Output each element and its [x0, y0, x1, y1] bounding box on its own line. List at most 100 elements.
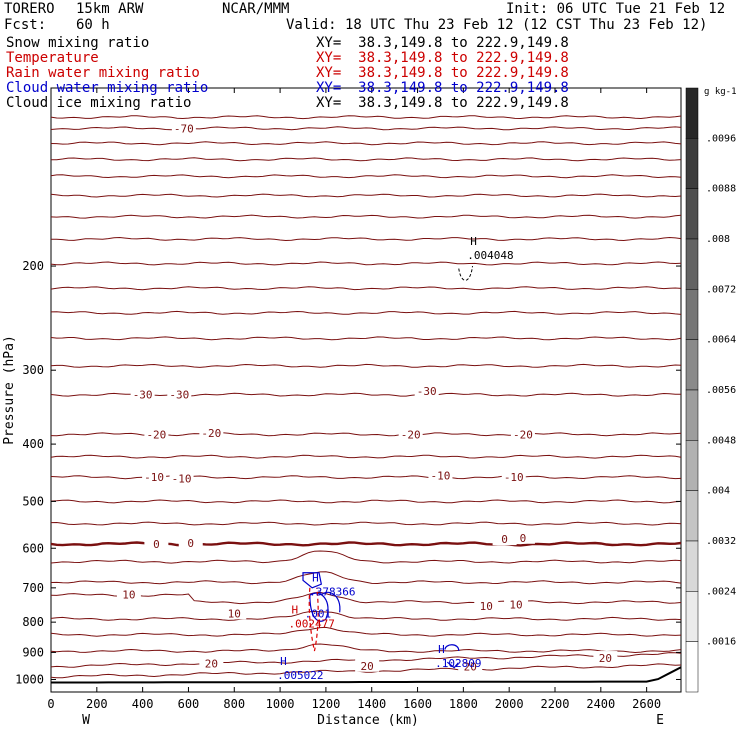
temperature-contour-label: 0	[520, 532, 527, 545]
isotherm-line	[50, 193, 682, 198]
temperature-contour-label: -30	[417, 385, 437, 398]
init-time: Init: 06 UTC Tue 21 Feb 12	[506, 1, 726, 17]
field-temperature-xy: XY= 38.3,149.8 to 222.9,149.8	[316, 50, 569, 66]
maximum-value: .004048	[467, 249, 513, 262]
label-background	[142, 470, 167, 484]
x-tick-label: 600	[178, 697, 200, 711]
label-background	[414, 383, 439, 397]
x-axis-right-end: E	[656, 713, 664, 728]
isotherm-line	[50, 236, 682, 242]
label-background	[510, 530, 535, 544]
colorbar-swatch	[685, 138, 699, 189]
temperature-contour-label: 0	[501, 533, 508, 546]
maximum-marker: H	[438, 643, 445, 656]
temperature-contour-label: 20	[599, 652, 612, 665]
organization: NCAR/MMM	[222, 1, 290, 17]
colorbar-swatch	[685, 339, 699, 391]
label-background	[428, 468, 453, 482]
colorbar-tick-label: .0056	[706, 385, 736, 396]
colorbar-tick-label: .0088	[706, 184, 736, 195]
temperature-contour-label: -70	[174, 122, 194, 135]
colorbar-swatch	[685, 389, 699, 441]
model-name: TORERO	[4, 1, 55, 17]
y-tick-label: 400	[22, 437, 44, 451]
maximum-value: .102809	[435, 657, 481, 670]
x-tick-label: 2000	[495, 697, 524, 711]
isotherm-line	[50, 126, 682, 131]
colorbar-tick-label: .0032	[706, 536, 736, 547]
colorbar-swatch	[685, 440, 699, 491]
label-background	[167, 387, 192, 401]
temperature-contour-label: -20	[201, 427, 221, 440]
plot-area	[50, 87, 682, 693]
label-background	[492, 532, 517, 546]
isotherm-line	[50, 550, 682, 564]
temperature-contour-label: -20	[401, 428, 421, 441]
isotherm-line	[50, 610, 682, 621]
y-axis-label: Pressure (hPa)	[2, 335, 17, 445]
isotherm-line	[50, 392, 681, 397]
x-tick-label: 0	[47, 697, 54, 711]
temperature-contour-label: 10	[509, 599, 522, 612]
maximum-marker: H	[470, 235, 477, 248]
isotherm-line	[50, 157, 682, 162]
x-tick-label: 200	[86, 697, 108, 711]
temperature-contour-label: -10	[504, 471, 524, 484]
temperature-contour-label: 10	[228, 607, 241, 620]
y-tick-label: 600	[22, 541, 44, 555]
temperature-contour-label: -20	[513, 428, 533, 441]
field-rain-name: Rain water mixing ratio	[6, 65, 200, 81]
cloud-water-contour	[309, 592, 329, 622]
cloud-water-contour	[320, 591, 341, 613]
x-tick-label: 1800	[449, 697, 478, 711]
isotherm-line	[50, 214, 682, 219]
label-background	[504, 597, 529, 611]
label-background	[178, 536, 203, 550]
label-background	[199, 656, 224, 670]
x-tick-label: 1400	[357, 697, 386, 711]
label-background	[355, 658, 380, 672]
isotherm-line	[50, 499, 682, 504]
rain-water-contour	[308, 587, 319, 652]
label-background	[199, 425, 224, 439]
field-cloud-water-xy: XY= 38.3,149.8 to 222.9,149.8	[316, 80, 569, 96]
colorbar-tick-label: .0064	[706, 335, 736, 346]
temperature-contour-label: 0	[153, 538, 160, 551]
isotherm-line	[50, 310, 682, 315]
x-tick-label: 1000	[266, 697, 295, 711]
temperature-contour-label: -10	[144, 471, 164, 484]
label-background	[510, 427, 535, 441]
x-tick-label: 2200	[541, 697, 570, 711]
isotherm-line	[50, 261, 682, 266]
maximum-marker: H	[312, 572, 319, 585]
temperature-contour-label: 10	[480, 600, 493, 613]
isotherm-line	[50, 141, 682, 146]
isotherm-line	[50, 115, 682, 120]
isotherm-line	[50, 591, 682, 605]
contour-labels: -70-30 -30 -30-20 -20 -20 -20-10 -10 -10 -100 0 0 0…	[116, 121, 618, 673]
y-tick-label: 800	[22, 615, 44, 629]
isotherm-line	[50, 454, 682, 459]
colorbar-swatch	[685, 641, 699, 693]
temperature-contour-label: 20	[205, 658, 218, 671]
snow-contour	[458, 265, 474, 281]
temperature-contour-label: 20	[464, 660, 477, 673]
x-tick-label: 2600	[632, 697, 661, 711]
temperature-contour-label: 20	[361, 660, 374, 673]
x-tick-label: 400	[132, 697, 154, 711]
label-background	[458, 659, 483, 673]
temperature-contour-label: -30	[169, 389, 189, 402]
isotherm-line	[50, 626, 682, 637]
label-background	[222, 606, 247, 620]
maximum-value: .005022	[277, 669, 323, 682]
label-background	[474, 598, 499, 612]
label-background	[130, 387, 155, 401]
label-background	[169, 471, 194, 485]
valid-time: Valid: 18 UTC Thu 23 Feb 12 (12 CST Thu …	[286, 17, 708, 33]
field-rain-xy: XY= 38.3,149.8 to 222.9,149.8	[316, 65, 569, 81]
colorbar-swatch	[685, 591, 699, 642]
cloud-water-contour	[446, 661, 460, 669]
x-tick-label: 800	[223, 697, 245, 711]
cloud-water-contour	[302, 572, 323, 589]
